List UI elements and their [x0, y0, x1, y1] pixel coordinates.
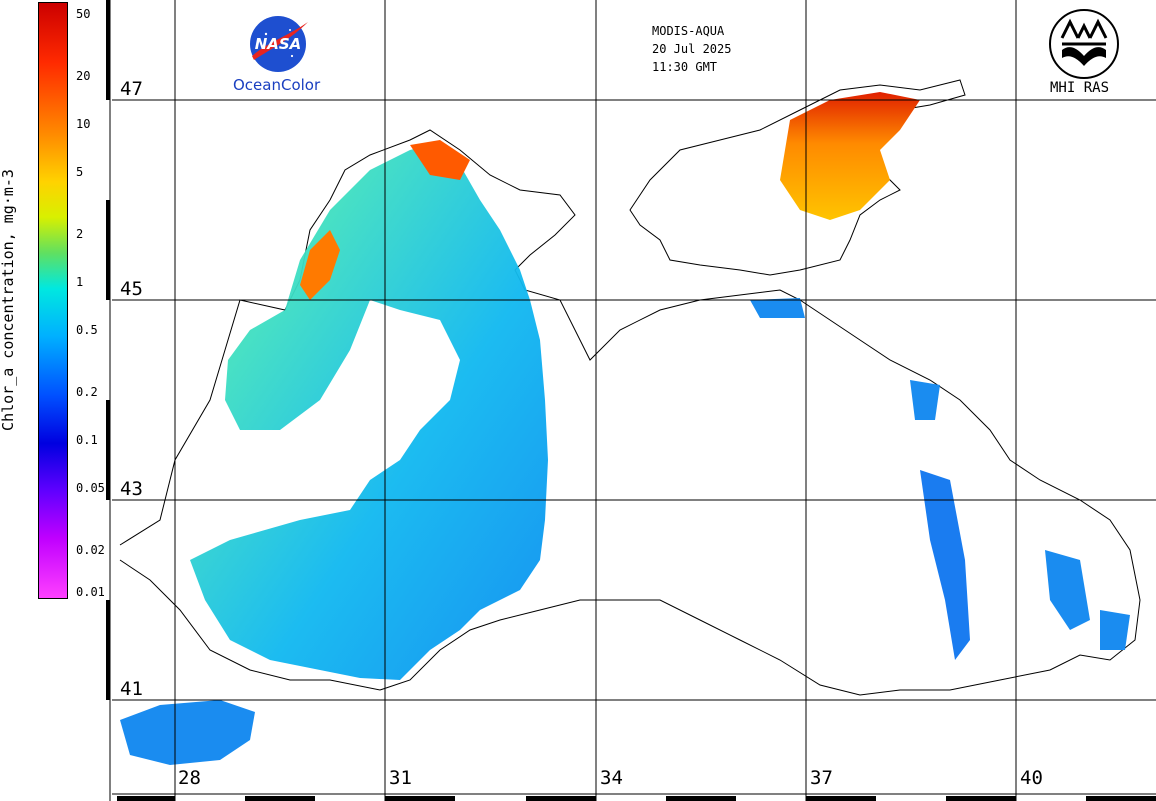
east-patch-4 — [910, 380, 940, 420]
sw-patch — [120, 700, 255, 765]
east-patch-3 — [1100, 610, 1130, 650]
lat-label-45: 45 — [120, 278, 143, 300]
dnipro-bloom — [410, 140, 470, 180]
lat-label-43: 43 — [120, 478, 143, 500]
left-ruler — [104, 0, 112, 801]
nw-shelf-patch — [190, 145, 548, 680]
lon-label-34: 34 — [600, 767, 623, 789]
black-sea-chlorophyll-map — [112, 0, 1156, 801]
colorbar-gradient — [38, 2, 68, 599]
acquisition-time: 11:30 GMT — [652, 60, 718, 74]
colorbar-tick-label: 50 — [76, 6, 91, 21]
colorbar-tick-label: 0.5 — [76, 322, 98, 337]
colorbar-tick-label: 0.05 — [76, 480, 105, 495]
colorbar-tick-label: 0.02 — [76, 543, 105, 558]
coastline — [119, 129, 1141, 696]
colorbar: Chlor_a concentration, mg·m-3 50 20 10 5 2 1 0… — [0, 0, 112, 801]
lat-label-47: 47 — [120, 78, 143, 100]
nw-coastal-bloom — [300, 230, 340, 300]
nasa-wordmark: NASA — [255, 35, 302, 53]
acquisition-date: 20 Jul 2025 — [652, 42, 732, 56]
colorbar-title-wrap: Chlor_a concentration, mg·m-3 — [0, 169, 38, 431]
colorbar-tick-label: 5 — [76, 164, 84, 179]
lon-label-37: 37 — [810, 767, 833, 789]
mhi-ras-emblem-icon — [1049, 9, 1119, 79]
lon-label-28: 28 — [178, 767, 201, 789]
east-patch-2 — [1045, 550, 1090, 630]
nasa-meatball-icon: NASA — [250, 16, 308, 72]
east-patch-1 — [920, 470, 970, 660]
bottom-ruler — [112, 793, 1156, 801]
lat-label-41: 41 — [120, 678, 143, 700]
colorbar-tick-label: 0.01 — [76, 585, 105, 599]
mhi-ras-label: MHI RAS — [1050, 80, 1110, 96]
kerch-patch — [750, 298, 805, 318]
colorbar-tick-label: 0.2 — [76, 385, 98, 400]
lon-label-40: 40 — [1020, 767, 1043, 789]
colorbar-tick-label: 2 — [76, 227, 84, 242]
lon-label-31: 31 — [389, 767, 412, 789]
sensor-info: MODIS-AQUA 20 Jul 2025 11:30 GMT — [652, 22, 731, 76]
azov-bloom — [780, 92, 920, 220]
colorbar-tick-label: 1 — [76, 274, 84, 289]
lon-gridlines — [174, 0, 1017, 801]
sensor-name: MODIS-AQUA — [652, 24, 725, 38]
colorbar-title: Chlor_a concentration, mg·m-3 — [0, 169, 17, 431]
colorbar-tick-label: 0.1 — [76, 432, 98, 447]
colorbar-tick-label: 10 — [76, 116, 91, 131]
lat-gridlines — [112, 99, 1156, 701]
oceancolor-label: OceanColor — [233, 76, 321, 94]
colorbar-tick-label: 20 — [76, 69, 91, 84]
